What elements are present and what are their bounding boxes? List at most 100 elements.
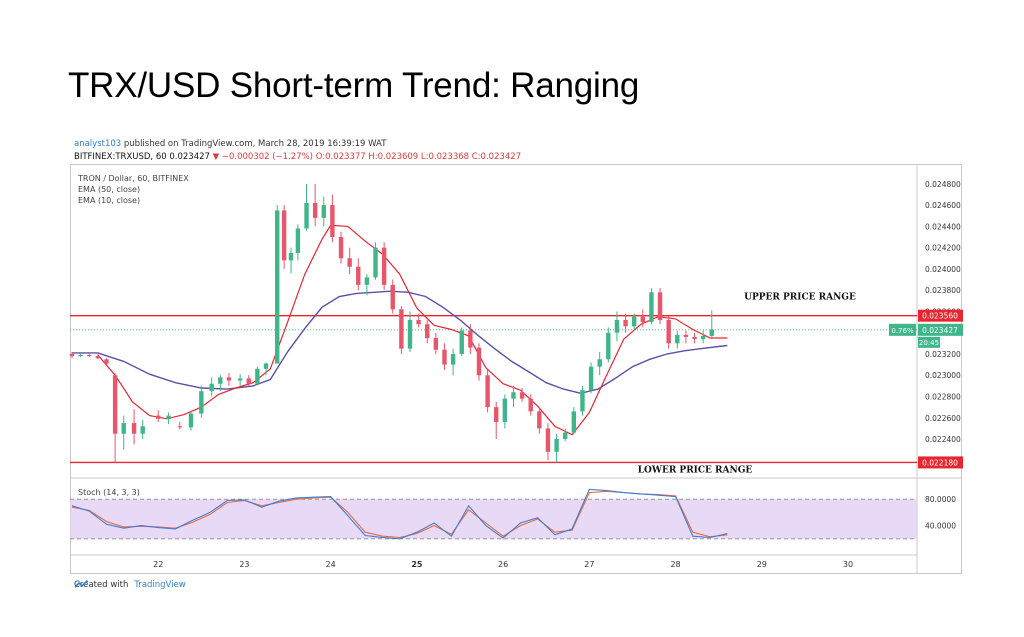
candle-body (255, 368, 260, 384)
candle-body (442, 349, 447, 365)
legend-entry: TRON / Dollar, 60, BITFINEX (77, 174, 189, 183)
x-tick-label: 29 (757, 560, 767, 569)
range-level-price-box (918, 309, 963, 322)
countdown-label: 20:45 (919, 339, 939, 347)
candle-body (140, 426, 145, 434)
candle-body (390, 284, 395, 310)
candle-body (571, 411, 577, 433)
y-tick-label: 0.023000 (925, 371, 961, 380)
candle-body (537, 411, 542, 429)
candle-body (104, 359, 109, 364)
x-tick-label: 25 (411, 560, 423, 569)
candle-body (131, 423, 137, 434)
legend-entry: EMA (50, close) (78, 185, 140, 194)
candle-body (649, 292, 654, 323)
y-tick-label: 0.024200 (925, 244, 961, 253)
page-title: TRX/USD Short-term Trend: Ranging (68, 66, 640, 105)
candle-body (347, 258, 352, 267)
range-level-annotation: UPPER PRICE RANGE (744, 293, 856, 303)
candle-body (156, 415, 161, 419)
range-level-price-label: 0.022180 (922, 458, 958, 467)
x-tick-label: 28 (670, 560, 680, 569)
candle-body (425, 324, 430, 339)
x-tick-label: 23 (239, 560, 249, 569)
y-tick-label: 0.023200 (925, 350, 961, 359)
y-tick-label: 0.024600 (925, 201, 961, 210)
candle-body (640, 316, 646, 323)
candle-body (657, 292, 663, 320)
range-level-price-box (918, 456, 963, 469)
footer-created: Created with (74, 580, 129, 590)
y-tick-label: 0.024400 (925, 222, 961, 231)
stoch-y-tick-label: 80.0000 (925, 495, 956, 504)
candle-body (209, 383, 214, 392)
candle-body (623, 319, 628, 327)
x-tick-label: 27 (584, 560, 594, 569)
candle-body (675, 334, 680, 344)
candle-body (563, 432, 568, 440)
candle-body (275, 210, 280, 364)
candle-body (588, 366, 594, 391)
candle-body (281, 210, 287, 261)
footer-brand[interactable]: TradingView (134, 580, 186, 590)
candle-body (166, 415, 171, 419)
percent-change-box (889, 323, 916, 336)
candle-body (528, 398, 533, 412)
candle-body (666, 319, 671, 344)
candle-body (416, 319, 421, 325)
range-level-price-label: 0.023560 (922, 312, 958, 321)
candle-body (199, 391, 204, 414)
countdown-box (918, 336, 940, 348)
ema10-line (97, 224, 728, 436)
candle-body (295, 228, 301, 253)
candle-body (304, 202, 309, 229)
x-tick-label: 24 (326, 560, 336, 569)
candle-body (226, 377, 232, 381)
candle-body (519, 392, 525, 399)
candle-body (511, 392, 516, 399)
y-tick-label: 0.024000 (925, 265, 961, 274)
candle-body (78, 355, 83, 357)
candle-body (545, 428, 551, 452)
stoch-band (70, 499, 917, 539)
candle-body (476, 347, 482, 376)
x-tick-label: 30 (843, 560, 853, 569)
candle-body (631, 316, 637, 327)
candle-body (177, 426, 182, 428)
range-level-annotation: LOWER PRICE RANGE (638, 465, 753, 475)
candle-body (459, 330, 464, 354)
author-link[interactable]: analyst103 (74, 139, 122, 149)
candle-body (494, 407, 499, 423)
candle-body (399, 309, 404, 349)
candle-body (188, 413, 194, 428)
ohlc-symbol: BITFINEX:TRXUSD, 60 (74, 152, 170, 162)
x-tick-label: 26 (498, 560, 508, 569)
candle-body (263, 363, 269, 369)
candle-body (112, 375, 118, 434)
candle-body (373, 247, 378, 278)
ema50-line (72, 290, 728, 395)
stoch-legend: Stoch (14, 3, 3) (78, 488, 140, 497)
candle-body (407, 319, 413, 349)
candle-body (338, 236, 344, 259)
y-tick-label: 0.022600 (925, 414, 961, 423)
candle-body (330, 205, 335, 237)
candle-body (709, 329, 714, 336)
candle-body (502, 398, 508, 423)
candle-body (683, 334, 689, 337)
stoch-y-tick-label: 40.0000 (925, 522, 956, 531)
candle-body (606, 332, 611, 360)
candle-body (246, 378, 251, 384)
candle-body (554, 439, 559, 452)
candle-body (364, 277, 370, 285)
x-tick-label: 22 (153, 560, 163, 569)
last-price-label: 0.023427 (922, 326, 958, 335)
candle-body (237, 378, 243, 381)
candle-body (692, 336, 697, 340)
candle-body (597, 359, 602, 367)
ohlc-line: BITFINEX:TRXUSD, 60 0.023427 ▼ −0.000302… (74, 152, 521, 162)
chart-frame (70, 164, 962, 574)
candle-body (433, 338, 439, 350)
candle-body (95, 356, 101, 359)
